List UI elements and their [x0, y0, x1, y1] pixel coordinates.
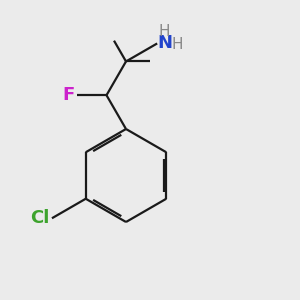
- Text: F: F: [62, 86, 75, 104]
- Text: H: H: [159, 24, 170, 39]
- Text: H: H: [172, 38, 183, 52]
- Text: N: N: [157, 34, 172, 52]
- Text: Cl: Cl: [30, 209, 50, 227]
